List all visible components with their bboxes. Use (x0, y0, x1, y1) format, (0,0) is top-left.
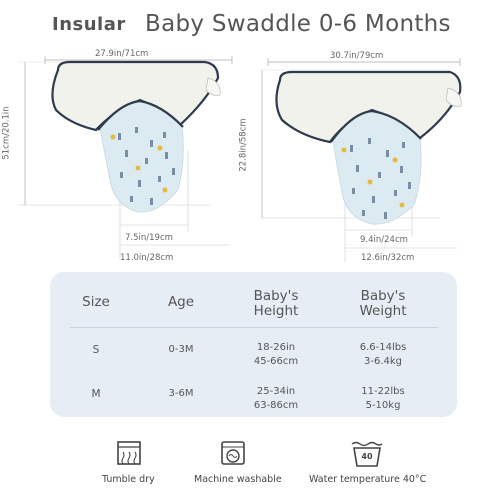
large-swaddle-illustration (261, 58, 462, 262)
large-width-bottom-label: 12.6in/32cm (361, 253, 415, 263)
size-chart-table (50, 272, 457, 417)
column-header-height-line1: Baby's (253, 288, 299, 304)
row-m-height: 25-34in 63-86cm (240, 385, 312, 413)
small-height-label: 51cm/20.1in (1, 106, 12, 160)
column-header-height-line2: Height (253, 303, 299, 319)
small-width-inner-label: 7.5in/19cm (125, 233, 173, 243)
row-s-weight-kg: 3-6.4kg (363, 356, 402, 367)
row-s-weight: 6.6-14lbs 3-6.4kg (345, 341, 421, 369)
row-s-age: 0-3M (168, 344, 194, 355)
table-header-divider (70, 327, 438, 328)
row-m-height-cm: 63-86cm (253, 400, 299, 411)
brand-logo: Insular (52, 14, 126, 35)
large-height-label: 22.8in/58cm (238, 118, 249, 172)
large-width-inner-label: 9.4in/24cm (360, 235, 408, 245)
row-s-height-cm: 45-66cm (253, 356, 299, 367)
swaddle-illustrations (18, 56, 462, 262)
water-temperature-value: 40 (361, 452, 373, 461)
column-header-weight-line1: Baby's (360, 288, 406, 304)
column-header-weight-line2: Weight (359, 303, 407, 319)
row-m-weight-kg: 5-10kg (365, 400, 401, 411)
row-m-age: 3-6M (168, 388, 194, 399)
small-swaddle-illustration (18, 56, 233, 260)
row-s-size: S (92, 344, 100, 356)
row-s-height: 18-26in 45-66cm (240, 341, 312, 369)
water-temperature-label: Water temperature 40°C (309, 474, 427, 485)
machine-washable-label: Machine washable (194, 474, 282, 485)
small-width-bottom-label: 11.0in/28cm (120, 253, 174, 263)
row-m-height-in: 25-34in (256, 386, 296, 397)
row-m-weight: 11-22lbs 5-10kg (345, 385, 421, 413)
row-s-height-in: 18-26in (256, 342, 296, 353)
large-width-top-label: 30.7in/79cm (330, 51, 384, 61)
washing-machine-icon (221, 441, 245, 465)
row-s-weight-lbs: 6.6-14lbs (359, 342, 407, 353)
small-width-top-label: 27.9in/71cm (95, 49, 149, 59)
column-header-size: Size (82, 294, 110, 310)
tumble-dry-label: Tumble dry (102, 474, 155, 485)
tumble-dry-icon (117, 441, 141, 465)
row-m-size: M (91, 388, 101, 400)
column-header-weight: Baby's Weight (345, 289, 421, 319)
column-header-age: Age (167, 294, 195, 310)
page-title: Baby Swaddle 0-6 Months (145, 11, 451, 37)
column-header-height: Baby's Height (240, 289, 312, 319)
row-m-weight-lbs: 11-22lbs (361, 386, 405, 397)
